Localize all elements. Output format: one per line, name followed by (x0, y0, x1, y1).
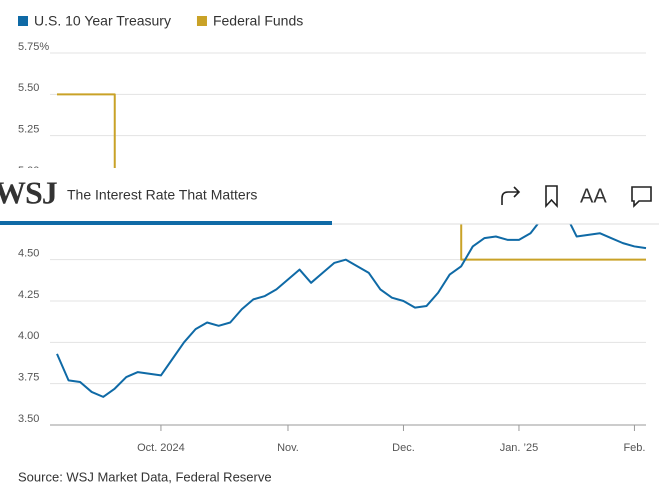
comment-icon (631, 186, 652, 208)
x-tick-label: Nov. (277, 442, 299, 454)
comments-button[interactable] (631, 186, 652, 208)
legend-swatch (196, 16, 207, 26)
y-tick-label: 3.75 (18, 372, 39, 384)
progress-bar (0, 221, 332, 225)
y-tick-label: 4.00 (18, 330, 39, 342)
y-tick-label: 5.75% (18, 41, 49, 53)
bookmark-icon (545, 185, 558, 209)
header-bar (0, 168, 659, 224)
save-button[interactable] (545, 185, 558, 209)
share-icon (501, 186, 521, 205)
logo[interactable]: WSJ (0, 174, 59, 210)
x-tick-label: Dec. (392, 442, 415, 454)
x-tick-label: Feb. (623, 442, 645, 454)
y-tick-label: 5.50 (18, 82, 39, 94)
sticky-header: WSJ The Interest Rate That Matters AA (0, 168, 659, 225)
share-button[interactable] (501, 186, 521, 205)
legend-swatch (18, 16, 28, 26)
x-tick-label: Oct. 2024 (137, 442, 185, 454)
y-tick-label: 4.50 (18, 248, 39, 260)
x-tick-label: Jan. ’25 (500, 442, 539, 454)
font-size-button[interactable]: AA (580, 185, 607, 207)
y-tick-label: 3.50 (18, 413, 39, 425)
source-note: Source: WSJ Market Data, Federal Reserve (18, 469, 272, 484)
legend-label: Federal Funds (213, 13, 303, 29)
y-tick-label: 4.25 (18, 289, 39, 301)
legend-label: U.S. 10 Year Treasury (34, 13, 171, 29)
y-tick-label: 5.25 (18, 124, 39, 136)
header-title: The Interest Rate That Matters (67, 187, 257, 203)
